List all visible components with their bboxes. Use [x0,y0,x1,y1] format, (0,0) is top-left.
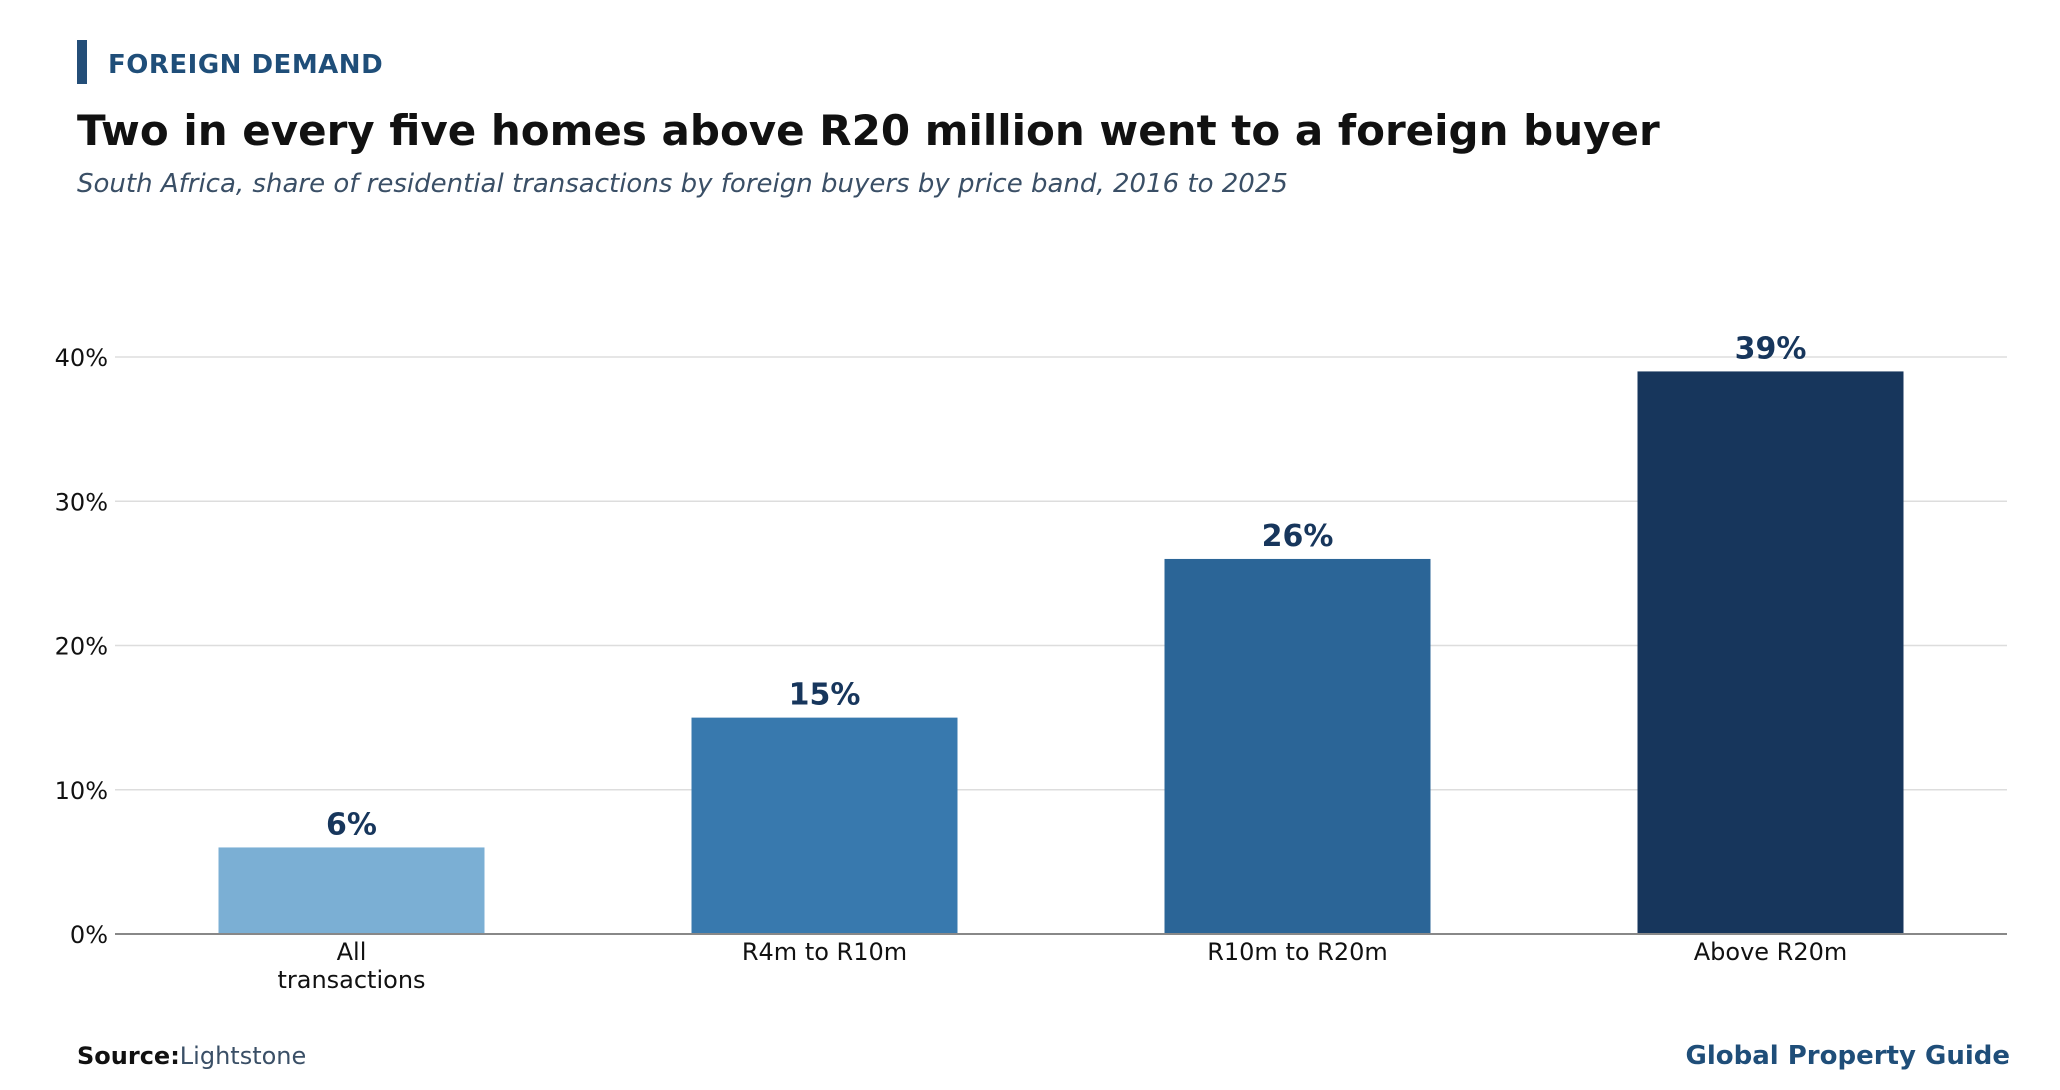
x-tick-label: All transactions [277,938,425,994]
x-tick-label: Above R20m [1694,938,1848,966]
chart-kicker: FOREIGN DEMAND [108,50,384,80]
bar [691,717,958,934]
kicker-accent-bar [77,40,87,84]
brand-label: Global Property Guide [1685,1041,2010,1071]
data-label: 39% [1735,331,1807,366]
data-label: 6% [326,807,377,842]
data-label: 26% [1262,519,1334,554]
bar [218,847,485,934]
x-tick-label: R4m to R10m [742,938,907,966]
data-label: 15% [789,678,861,713]
source-note: Source:Lightstone [77,1044,306,1068]
source-label: Source: [77,1042,180,1070]
x-tick-label: R10m to R20m [1207,938,1388,966]
y-tick-label: 40% [55,344,108,372]
y-tick-label: 0% [70,921,108,949]
y-tick-label: 20% [55,633,108,661]
chart-title: Two in every five homes above R20 millio… [77,106,1660,155]
bar [1164,558,1431,934]
source-value: Lightstone [179,1042,307,1070]
y-tick-label: 30% [55,488,108,516]
y-tick-label: 10% [55,777,108,805]
bar [1637,371,1904,934]
chart-subtitle: South Africa, share of residential trans… [77,169,1288,199]
